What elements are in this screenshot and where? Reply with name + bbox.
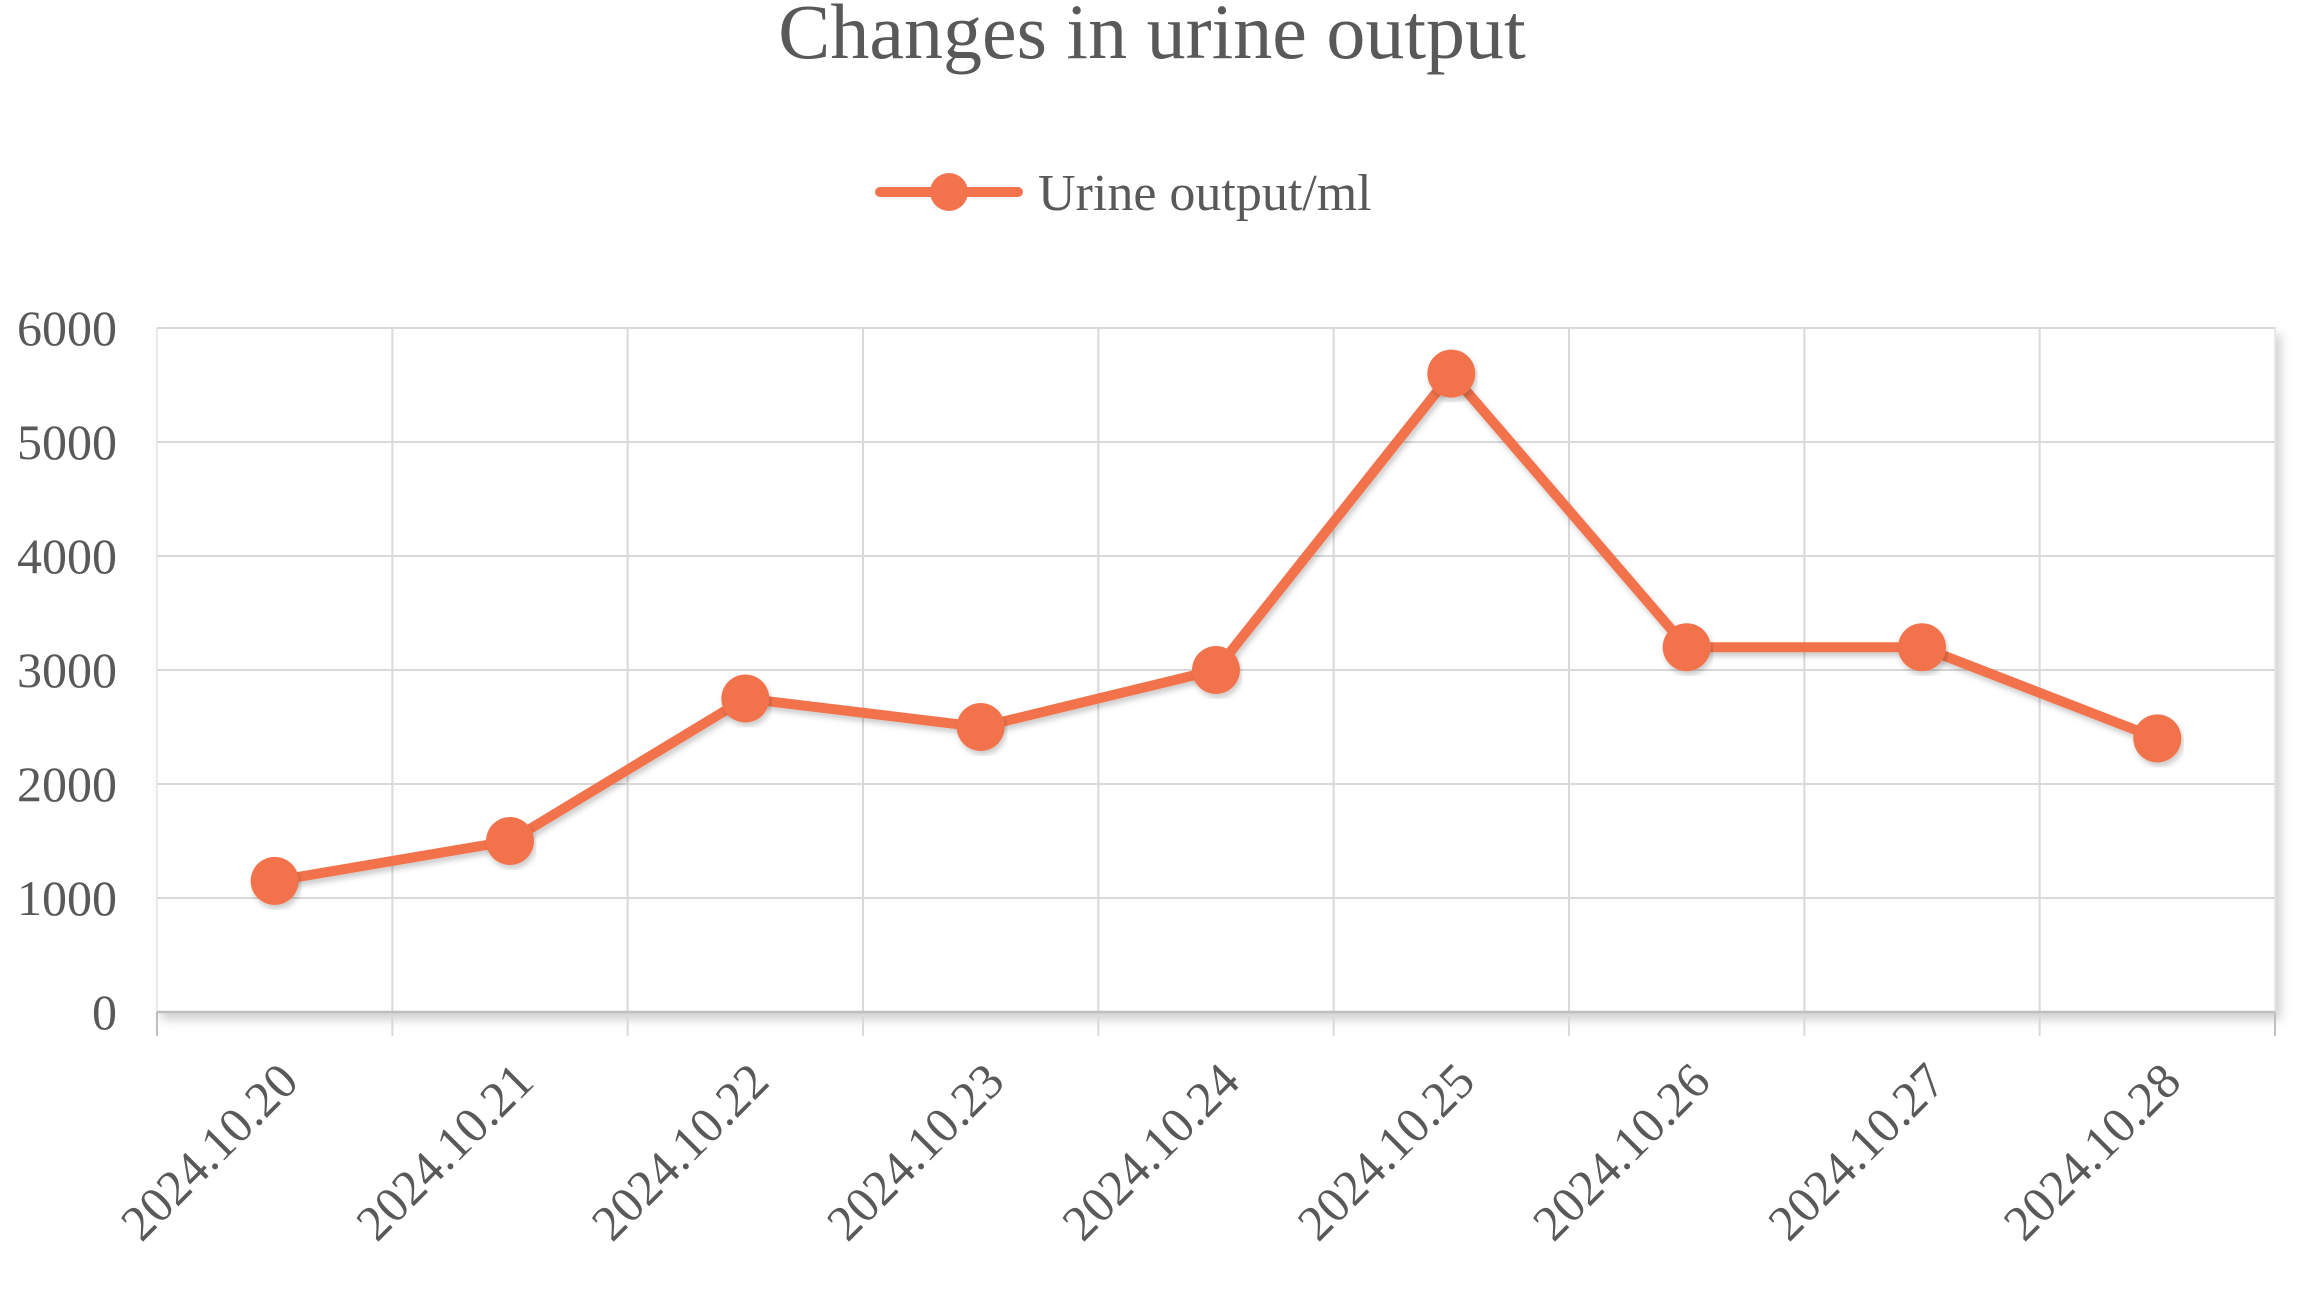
grid-lines <box>157 327 2275 1036</box>
legend-label: Urine output/ml <box>1038 165 1372 222</box>
y-tick-label: 0 <box>92 984 117 1040</box>
x-tick-label: 2024.10.21 <box>345 1052 544 1251</box>
data-point <box>1898 623 1946 672</box>
x-tick-label: 2024.10.26 <box>1522 1052 1721 1251</box>
data-point <box>486 817 534 865</box>
y-tick-label: 2000 <box>17 756 117 812</box>
data-point <box>956 703 1005 751</box>
data-point <box>250 856 299 905</box>
data-point <box>721 674 770 723</box>
y-tick-label: 4000 <box>17 528 117 584</box>
legend: Urine output/ml <box>875 165 1372 222</box>
data-point <box>1192 646 1240 694</box>
axes <box>156 1010 2276 1036</box>
data-point <box>1662 623 1711 672</box>
x-axis-tick-labels: 2024.10.20 2024.10.21 2024.10.22 2024.10.23… <box>110 1052 2191 1251</box>
x-tick-label: 2024.10.20 <box>110 1052 309 1251</box>
chart-title: Changes in urine output <box>778 0 1526 75</box>
data-point <box>1427 349 1476 398</box>
x-tick-label: 2024.10.25 <box>1286 1052 1485 1251</box>
y-tick-label: 1000 <box>17 870 117 926</box>
legend-marker-swatch <box>930 173 968 211</box>
y-tick-label: 5000 <box>17 414 117 470</box>
y-tick-label: 3000 <box>17 642 117 698</box>
x-tick-label: 2024.10.27 <box>1757 1052 1956 1251</box>
x-tick-label: 2024.10.28 <box>1992 1052 2191 1251</box>
x-tick-label: 2024.10.22 <box>580 1052 779 1251</box>
data-point <box>2133 714 2182 763</box>
y-axis-tick-labels: 0 1000 2000 3000 4000 5000 6000 <box>17 300 117 1040</box>
x-tick-label: 2024.10.23 <box>816 1052 1015 1251</box>
series-urine-output <box>250 349 2182 905</box>
x-tick-label: 2024.10.24 <box>1051 1052 1250 1251</box>
y-tick-label: 6000 <box>17 300 117 356</box>
